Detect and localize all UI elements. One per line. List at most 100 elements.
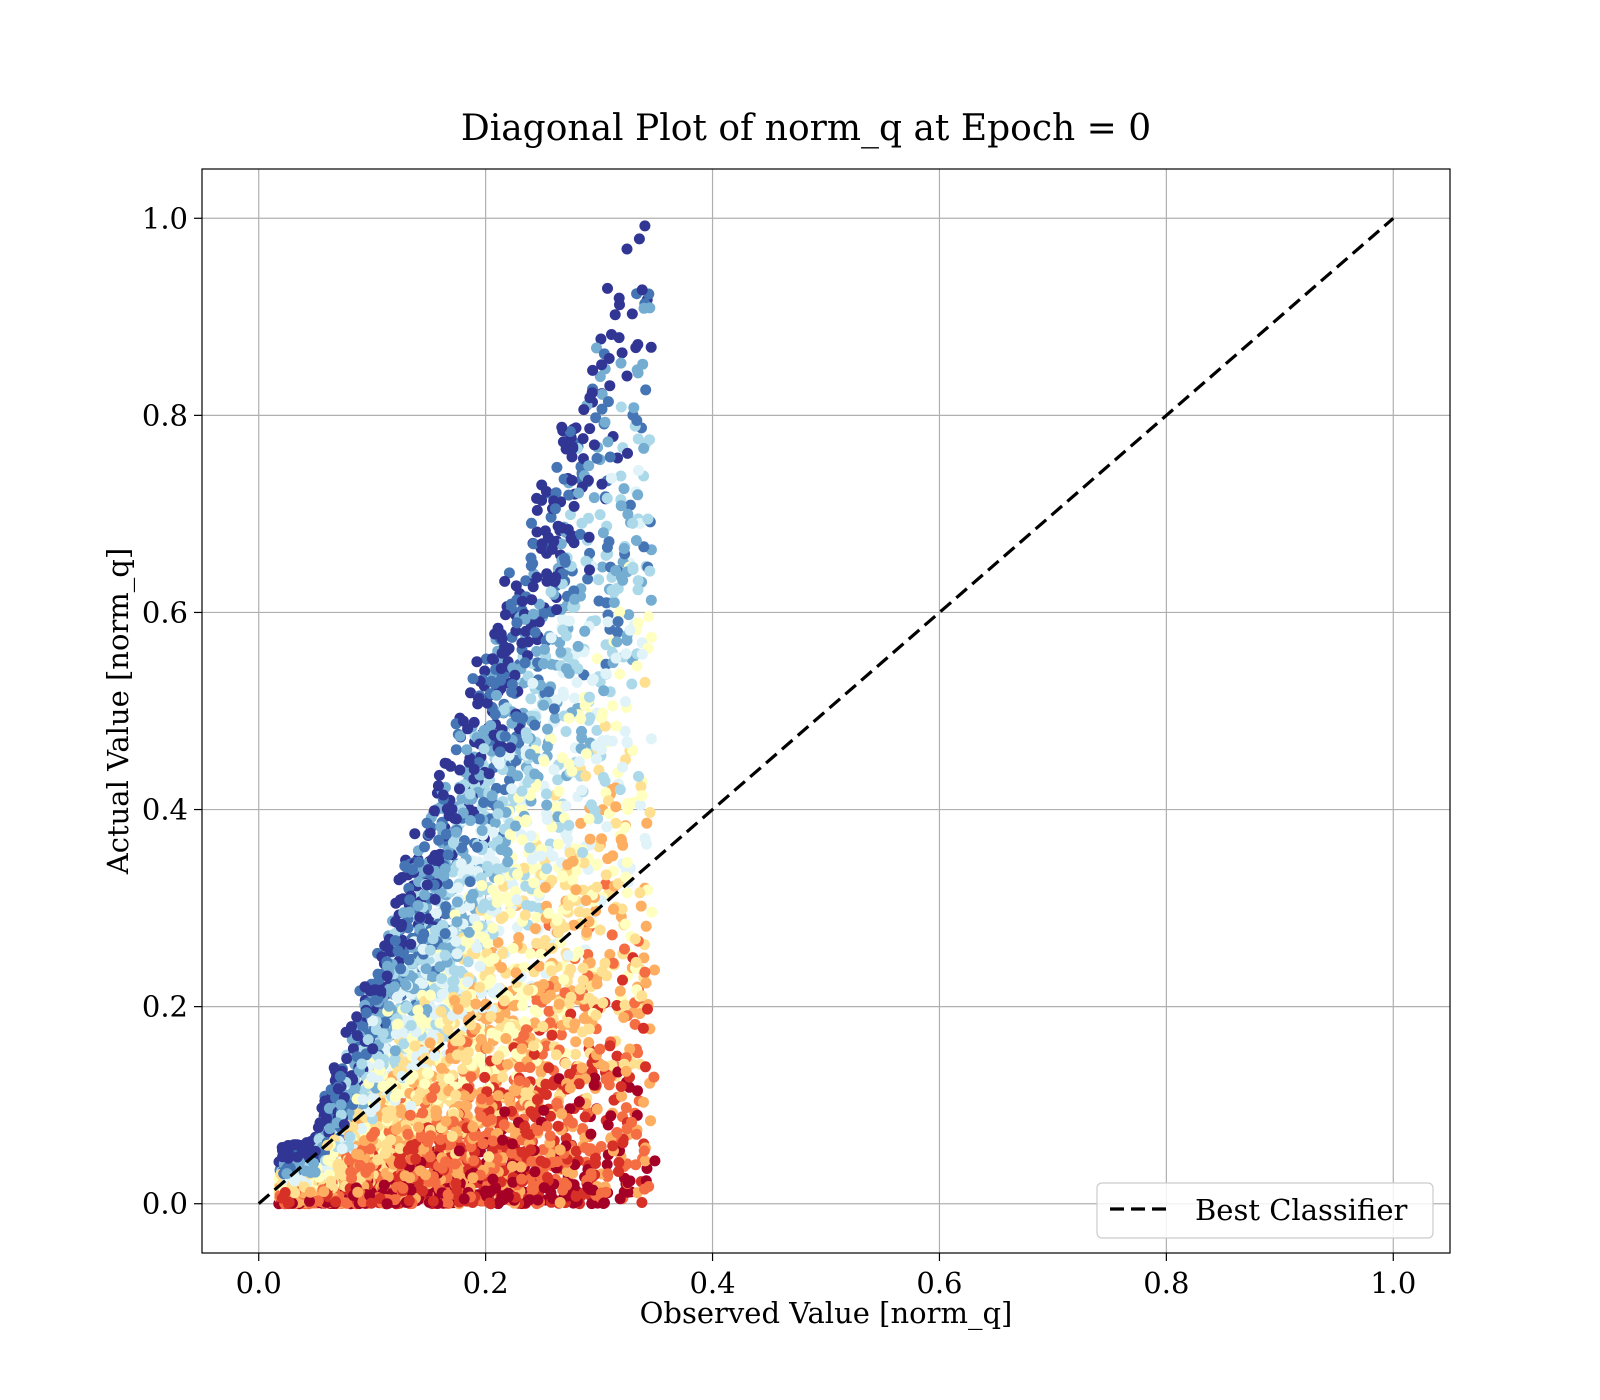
- scatter-point: [540, 1040, 552, 1052]
- scatter-point: [617, 974, 628, 986]
- scatter-point: [576, 1062, 588, 1074]
- scatter-point: [556, 1108, 568, 1120]
- scatter-point: [631, 1128, 642, 1140]
- scatter-point: [573, 906, 585, 918]
- scatter-point: [639, 966, 651, 978]
- scatter-point: [621, 634, 633, 646]
- scatter-point: [473, 1051, 485, 1063]
- scatter-point: [427, 933, 439, 945]
- scatter-point: [626, 678, 638, 690]
- scatter-point: [601, 1159, 613, 1170]
- scatter-point: [510, 820, 522, 832]
- scatter-point: [462, 976, 474, 988]
- scatter-point: [429, 894, 441, 905]
- scatter-point: [553, 998, 565, 1010]
- scatter-point: [639, 676, 651, 688]
- scatter-point: [630, 956, 642, 968]
- scatter-point: [429, 1083, 441, 1095]
- scatter-point: [633, 233, 645, 245]
- scatter-point: [494, 746, 506, 758]
- scatter-point: [584, 833, 596, 845]
- scatter-point: [538, 979, 550, 990]
- scatter-point: [620, 696, 631, 708]
- scatter-point: [482, 937, 494, 949]
- scatter-point: [583, 1037, 595, 1048]
- scatter-point: [632, 584, 644, 596]
- scatter-point: [591, 1103, 603, 1115]
- scatter-point: [497, 1071, 509, 1083]
- scatter-point: [456, 792, 468, 804]
- scatter-point: [644, 565, 656, 577]
- scatter-point: [618, 543, 630, 554]
- scatter-point: [575, 817, 587, 829]
- scatter-point: [462, 956, 474, 968]
- scatter-point: [436, 973, 448, 984]
- scatter-point: [613, 292, 625, 304]
- scatter-point: [630, 535, 642, 546]
- scatter-point: [583, 531, 595, 543]
- scatter-point: [620, 871, 632, 883]
- scatter-point: [510, 886, 521, 897]
- scatter-point: [522, 984, 534, 996]
- scatter-point: [493, 758, 505, 770]
- scatter-point: [614, 1193, 626, 1205]
- scatter-point: [596, 561, 608, 573]
- scatter-point: [556, 421, 568, 433]
- scatter-point: [564, 847, 576, 859]
- scatter-point: [615, 401, 627, 413]
- scatter-point: [618, 483, 630, 495]
- scatter-point: [569, 692, 581, 704]
- scatter-point: [529, 626, 541, 638]
- scatter-point: [639, 1155, 651, 1167]
- scatter-point: [403, 954, 415, 966]
- scatter-point: [536, 479, 548, 491]
- scatter-point: [585, 1128, 597, 1140]
- scatter-point: [370, 994, 382, 1006]
- scatter-point: [632, 489, 644, 501]
- scatter-points: [273, 220, 661, 1210]
- scatter-point: [504, 828, 516, 840]
- scatter-point: [427, 971, 439, 983]
- scatter-point: [496, 647, 508, 659]
- scatter-point: [621, 370, 633, 382]
- scatter-point: [565, 533, 577, 545]
- scatter-point: [404, 894, 416, 906]
- scatter-point: [467, 1172, 479, 1184]
- scatter-point: [577, 847, 589, 858]
- scatter-point: [456, 842, 468, 854]
- scatter-point: [598, 685, 610, 697]
- scatter-point: [619, 943, 630, 955]
- scatter-point: [453, 1169, 464, 1181]
- scatter-point: [519, 657, 531, 669]
- scatter-point: [461, 990, 472, 1002]
- scatter-point: [549, 712, 561, 724]
- scatter-point: [509, 669, 521, 681]
- scatter-point: [639, 832, 651, 844]
- scatter-point: [462, 723, 474, 735]
- scatter-point: [485, 1011, 497, 1022]
- scatter-point: [557, 613, 568, 625]
- scatter-point: [600, 668, 612, 680]
- scatter-point: [516, 1146, 528, 1158]
- scatter-point: [440, 828, 452, 840]
- scatter-point: [492, 808, 504, 820]
- scatter-point: [648, 1071, 660, 1083]
- scatter-point: [641, 817, 653, 829]
- scatter-point: [422, 913, 434, 925]
- scatter-point: [419, 889, 431, 901]
- scatter-point: [398, 1038, 410, 1050]
- scatter-point: [531, 492, 543, 504]
- scatter-point: [633, 464, 644, 476]
- scatter-point: [524, 1194, 535, 1206]
- scatter-point: [596, 403, 608, 415]
- scatter-point: [495, 674, 507, 686]
- scatter-point: [503, 567, 515, 579]
- scatter-point: [564, 1103, 576, 1115]
- scatter-point: [429, 1050, 441, 1061]
- scatter-point: [510, 1085, 522, 1097]
- scatter-point: [640, 977, 652, 989]
- scatter-point: [382, 1171, 394, 1183]
- scatter-point: [450, 826, 462, 838]
- scatter-point: [595, 333, 607, 345]
- scatter-point: [432, 780, 444, 792]
